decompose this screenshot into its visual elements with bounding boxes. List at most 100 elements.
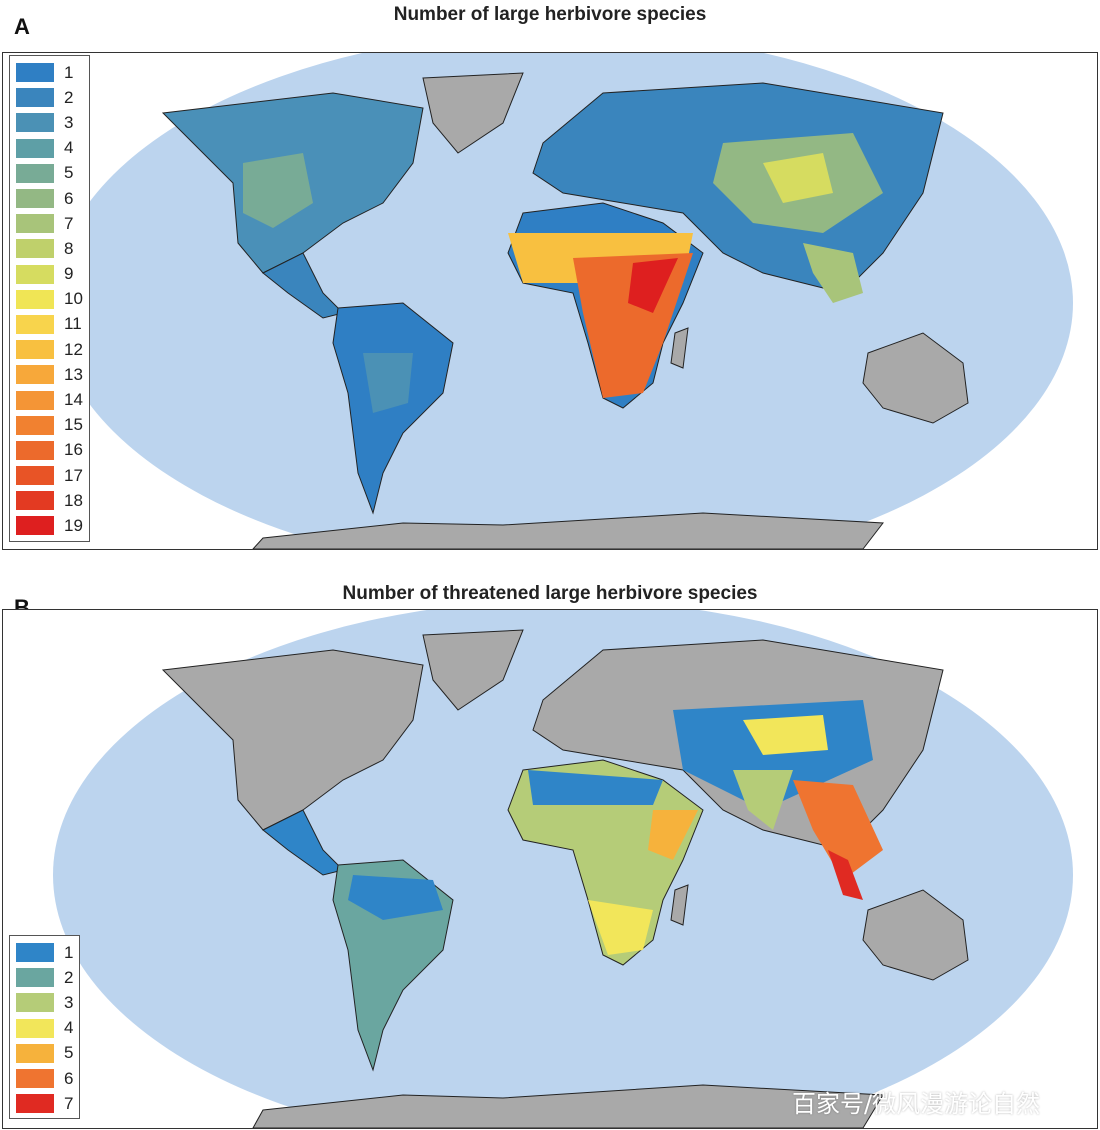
legend-swatch: [16, 1094, 54, 1114]
legend-label: 12: [64, 339, 83, 359]
legend-item: 2: [16, 85, 83, 110]
region-sa-center: [363, 353, 413, 413]
legend-item: 8: [16, 236, 83, 261]
legend-label: 17: [64, 465, 83, 485]
legend-swatch: [16, 1043, 54, 1063]
legend-label: 3: [64, 112, 74, 132]
legend-item: 18: [16, 488, 83, 513]
legend-item: 14: [16, 387, 83, 412]
legend-swatch: [16, 314, 54, 334]
legend-swatch: [16, 993, 54, 1013]
region-se-asia: [803, 243, 863, 303]
region-amazon: [348, 875, 443, 920]
legend-swatch: [16, 113, 54, 133]
legend-swatch: [16, 289, 54, 309]
panel-b: B Number of threatened large herbivore s…: [0, 575, 1100, 1130]
legend-label: 16: [64, 440, 83, 460]
antarctica: [252, 512, 884, 549]
legend-label: 2: [64, 967, 74, 987]
legend-label: 8: [64, 238, 74, 258]
legend-label: 6: [64, 188, 74, 208]
legend-label: 4: [64, 1018, 74, 1038]
map-frame: 1 2 3 4 5 6 7 8 9 10 11 12 13 14 15 16 17 18 19: [2, 52, 1098, 550]
legend: 1 2 3 4 5 6 7: [9, 935, 81, 1120]
legend-swatch: [16, 1018, 54, 1038]
legend-label: 5: [64, 163, 74, 183]
legend-swatch: [16, 491, 54, 511]
region-tibet: [763, 153, 833, 203]
legend-item: 1: [16, 940, 73, 965]
legend-swatch: [16, 365, 54, 385]
legend-label: 4: [64, 138, 74, 158]
map-frame: 1 2 3 4 5 6 7: [2, 609, 1098, 1129]
legend-swatch: [16, 516, 54, 536]
continent-south-america: [332, 302, 454, 515]
legend-item: 17: [16, 463, 83, 488]
greenland: [422, 629, 524, 711]
greenland: [422, 72, 524, 154]
legend-swatch: [16, 440, 54, 460]
panel-title: Number of threatened large herbivore spe…: [342, 583, 758, 604]
legend-label: 9: [64, 264, 74, 284]
legend-swatch: [16, 340, 54, 360]
legend-swatch: [16, 415, 54, 435]
region-se-asia: [793, 780, 883, 880]
region-tibet: [743, 715, 828, 755]
legend-item: 11: [16, 312, 83, 337]
panel-letter: A: [14, 14, 30, 39]
legend-item: 1: [16, 60, 83, 85]
legend-swatch: [16, 163, 54, 183]
legend-item: 13: [16, 362, 83, 387]
legend-label: 13: [64, 364, 83, 384]
legend-label: 15: [64, 415, 83, 435]
legend-swatch: [16, 466, 54, 486]
legend-swatch: [16, 138, 54, 158]
legend-item: 7: [16, 211, 83, 236]
world-map-b: [53, 610, 1073, 1128]
legend-item: 6: [16, 1066, 73, 1091]
legend-item: 5: [16, 161, 83, 186]
legend-label: 11: [64, 314, 82, 334]
watermark: 百家号/微风漫游论自然: [792, 1090, 1041, 1118]
legend-swatch: [16, 264, 54, 284]
legend-item: 6: [16, 186, 83, 211]
legend-label: 6: [64, 1068, 74, 1088]
continent-north-america: [161, 649, 424, 831]
antarctica: [252, 1084, 884, 1128]
legend-label: 5: [64, 1043, 74, 1063]
legend-item: 2: [16, 965, 73, 990]
region-peak: [628, 258, 678, 313]
madagascar: [670, 884, 689, 926]
panel-a: A Number of large herbivore species: [0, 0, 1100, 552]
legend-item: 12: [16, 337, 83, 362]
world-map-a: [53, 53, 1073, 549]
legend-swatch: [16, 63, 54, 83]
legend-label: 14: [64, 390, 83, 410]
region-north-africa: [528, 770, 663, 805]
legend-label: 19: [64, 515, 83, 535]
legend: 1 2 3 4 5 6 7 8 9 10 11 12 13 14 15 16 17 18 19: [9, 55, 90, 542]
legend-label: 1: [64, 942, 74, 962]
legend-item: 4: [16, 1016, 73, 1041]
legend-item: 7: [16, 1091, 73, 1116]
legend-item: 3: [16, 110, 83, 135]
legend-label: 1: [64, 62, 74, 82]
region-south-africa: [588, 900, 653, 955]
legend-swatch: [16, 239, 54, 259]
legend-label: 7: [64, 213, 74, 233]
legend-swatch: [16, 1069, 54, 1089]
legend-item: 19: [16, 513, 83, 538]
panel-title: Number of large herbivore species: [393, 4, 707, 25]
australia: [862, 332, 969, 424]
legend-label: 10: [64, 289, 83, 309]
legend-item: 16: [16, 438, 83, 463]
australia: [862, 889, 969, 981]
legend-item: 9: [16, 262, 83, 287]
region-horn: [648, 810, 698, 860]
legend-swatch: [16, 943, 54, 963]
legend-label: 3: [64, 992, 74, 1012]
legend-swatch: [16, 88, 54, 108]
madagascar: [670, 327, 689, 369]
legend-item: 4: [16, 136, 83, 161]
legend-swatch: [16, 214, 54, 234]
